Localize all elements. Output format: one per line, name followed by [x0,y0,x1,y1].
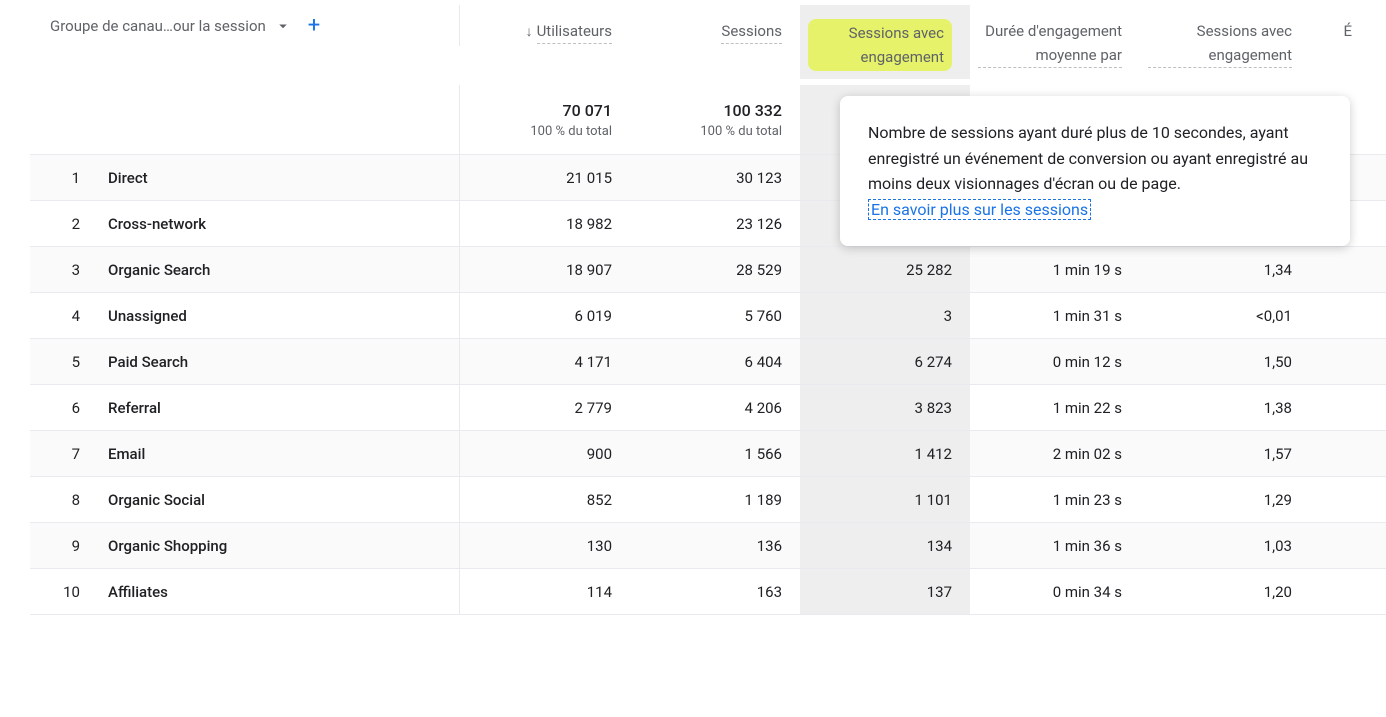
cell-users: 18 982 [468,215,612,233]
col-header-sessions-engagement-2[interactable]: Sessions avec engagement [1140,5,1310,76]
dimension-selector[interactable]: Groupe de canau…our la session + [50,13,320,38]
cell-engaged-sessions: 137 [808,583,952,601]
table-row[interactable]: 3 Organic Search 18 907 28 529 25 282 1 … [30,247,1386,293]
row-index: 10 [50,583,80,601]
cell-engaged-sessions-2: 1,50 [1148,353,1292,371]
row-index: 8 [50,491,80,509]
row-index: 7 [50,445,80,463]
cell-sessions: 23 126 [638,215,782,233]
cell-duration: 1 min 22 s [978,399,1122,417]
col-header-sessions-engagement[interactable]: Sessions avec engagement [800,5,970,79]
cell-engaged-sessions: 1 412 [808,445,952,463]
dimension-label: Groupe de canau…our la session [50,17,266,35]
tooltip-text: Nombre de sessions ayant duré plus de 10… [868,123,1308,193]
cell-sessions: 1 189 [638,491,782,509]
cell-duration: 2 min 02 s [978,445,1122,463]
cell-duration: 1 min 31 s [978,307,1122,325]
row-name: Affiliates [108,583,168,601]
cell-sessions: 4 206 [638,399,782,417]
row-name: Organic Shopping [108,537,227,555]
cell-duration: 0 min 34 s [978,583,1122,601]
tooltip-link[interactable]: En savoir plus sur les sessions [868,199,1091,220]
row-name: Organic Search [108,261,210,279]
cell-users: 2 779 [468,399,612,417]
row-index: 2 [50,215,80,233]
row-index: 5 [50,353,80,371]
cell-engaged-sessions-2: 1,38 [1148,399,1292,417]
cell-sessions: 1 566 [638,445,782,463]
cell-engaged-sessions: 3 823 [808,399,952,417]
add-dimension-button[interactable]: + [308,13,320,38]
col-header-duration[interactable]: Durée d'engagement moyenne par [970,5,1140,76]
row-name: Unassigned [108,307,187,325]
row-name: Organic Social [108,491,205,509]
cell-duration: 1 min 19 s [978,261,1122,279]
cell-engaged-sessions-2: 1,03 [1148,537,1292,555]
row-index: 3 [50,261,80,279]
table-row[interactable]: 8 Organic Social 852 1 189 1 101 1 min 2… [30,477,1386,523]
row-name: Direct [108,169,148,187]
col-header-sessions[interactable]: Sessions [630,5,800,52]
total-sessions: 100 332 [638,101,782,120]
table-header-row: Groupe de canau…our la session + ↓Utilis… [30,5,1386,85]
total-users-sub: 100 % du total [468,124,612,139]
table-row[interactable]: 6 Referral 2 779 4 206 3 823 1 min 22 s … [30,385,1386,431]
cell-users: 900 [468,445,612,463]
metric-tooltip: Nombre de sessions ayant duré plus de 10… [840,96,1350,246]
row-index: 1 [50,169,80,187]
table-row[interactable]: 9 Organic Shopping 130 136 134 1 min 36 … [30,523,1386,569]
row-index: 4 [50,307,80,325]
cell-sessions: 28 529 [638,261,782,279]
cell-engaged-sessions: 134 [808,537,952,555]
cell-engaged-sessions-2: <0,01 [1148,307,1292,325]
cell-engaged-sessions: 25 282 [808,261,952,279]
cell-sessions: 6 404 [638,353,782,371]
row-name: Email [108,445,145,463]
cell-sessions: 30 123 [638,169,782,187]
cell-sessions: 136 [638,537,782,555]
row-name: Referral [108,399,161,417]
cell-users: 4 171 [468,353,612,371]
sort-desc-icon: ↓ [526,24,533,40]
analytics-table: Groupe de canau…our la session + ↓Utilis… [0,0,1386,615]
cell-users: 852 [468,491,612,509]
cell-duration: 1 min 23 s [978,491,1122,509]
table-row[interactable]: 5 Paid Search 4 171 6 404 6 274 0 min 12… [30,339,1386,385]
col-header-truncated[interactable]: É [1310,5,1370,51]
cell-engaged-sessions: 6 274 [808,353,952,371]
col-header-users[interactable]: ↓Utilisateurs [460,5,630,52]
cell-users: 114 [468,583,612,601]
cell-sessions: 5 760 [638,307,782,325]
cell-users: 130 [468,537,612,555]
row-name: Cross-network [108,215,206,233]
cell-duration: 0 min 12 s [978,353,1122,371]
cell-engaged-sessions-2: 1,57 [1148,445,1292,463]
cell-duration: 1 min 36 s [978,537,1122,555]
cell-engaged-sessions: 1 101 [808,491,952,509]
total-users: 70 071 [468,101,612,120]
cell-users: 6 019 [468,307,612,325]
row-name: Paid Search [108,353,188,371]
row-index: 9 [50,537,80,555]
cell-users: 21 015 [468,169,612,187]
table-row[interactable]: 4 Unassigned 6 019 5 760 3 1 min 31 s <0… [30,293,1386,339]
table-row[interactable]: 7 Email 900 1 566 1 412 2 min 02 s 1,57 [30,431,1386,477]
cell-engaged-sessions-2: 1,29 [1148,491,1292,509]
chevron-down-icon [274,17,292,35]
table-row[interactable]: 10 Affiliates 114 163 137 0 min 34 s 1,2… [30,569,1386,615]
cell-users: 18 907 [468,261,612,279]
row-index: 6 [50,399,80,417]
cell-engaged-sessions: 3 [808,307,952,325]
total-sessions-sub: 100 % du total [638,124,782,139]
cell-engaged-sessions-2: 1,20 [1148,583,1292,601]
cell-engaged-sessions-2: 1,34 [1148,261,1292,279]
cell-sessions: 163 [638,583,782,601]
